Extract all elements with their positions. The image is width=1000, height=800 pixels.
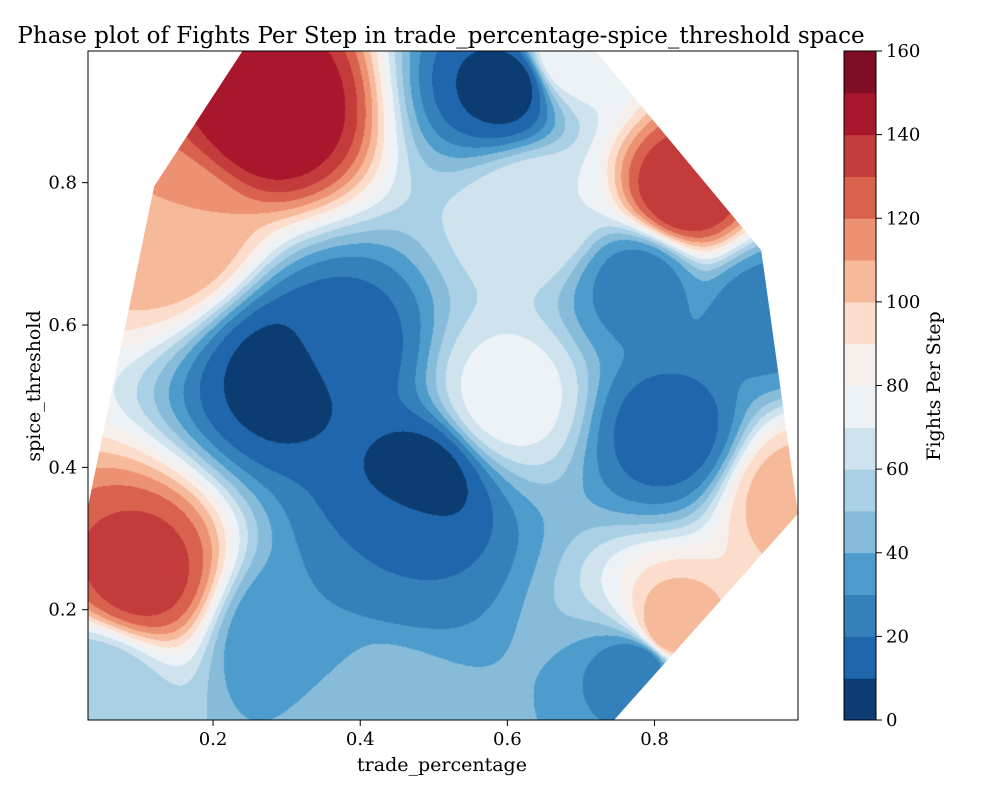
y-axis-label: spice_threshold [23,310,45,461]
colorbar-band [844,510,876,554]
y-tick-label: 0.2 [48,600,77,621]
x-tick-label: 0.2 [199,729,228,750]
x-tick-label: 0.4 [346,729,375,750]
colorbar-tick-label: 140 [886,125,920,146]
x-axis-label: trade_percentage [357,754,527,776]
y-tick-label: 0.4 [48,457,77,478]
colorbar-tick-label: 20 [886,626,909,647]
colorbar-band [844,218,876,261]
colorbar-tick-label: 40 [886,543,909,564]
colorbar-tick-label: 60 [886,459,909,480]
colorbar-band [844,385,876,428]
x-tick-label: 0.8 [640,729,669,750]
colorbar: 0 20 40 60 80 100 120 140 160 [843,41,920,731]
contour-fill [88,51,798,720]
colorbar-band [844,343,876,386]
colorbar-band [844,134,876,177]
y-tick-label: 0.6 [48,315,77,336]
y-axis: 0.2 0.4 0.6 0.8 [48,173,88,621]
chart-title: Phase plot of Fights Per Step in trade_p… [17,23,864,49]
colorbar-band [844,260,876,303]
colorbar-band [844,92,876,136]
colorbar-band [844,176,876,219]
colorbar-tick-label: 0 [886,710,897,731]
colorbar-band [844,594,876,637]
colorbar-band [844,636,876,679]
colorbar-band [844,427,876,470]
colorbar-band [844,552,876,596]
colorbar-tick-label: 120 [886,208,920,229]
colorbar-tick-label: 160 [886,41,920,62]
y-tick-label: 0.8 [48,173,77,194]
colorbar-tick-label: 80 [886,376,909,397]
colorbar-band [844,301,876,345]
colorbar-band [844,51,876,94]
plot-area [87,50,799,721]
x-tick-label: 0.6 [493,729,522,750]
colorbar-tick-label: 100 [886,292,920,313]
x-axis: 0.2 0.4 0.6 0.8 [199,720,669,750]
colorbar-label: Fights Per Step [923,311,945,460]
colorbar-band [844,678,876,721]
colorbar-band [844,469,876,512]
